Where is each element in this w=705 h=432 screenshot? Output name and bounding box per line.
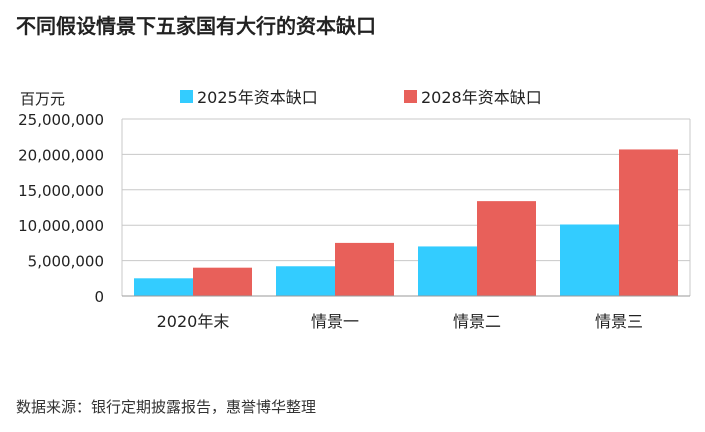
y-axis-unit-label: 百万元 <box>20 90 65 108</box>
grid-layer <box>122 118 690 262</box>
bar-2028-2 <box>477 201 536 296</box>
y-tick-label: 0 <box>94 288 104 306</box>
bar-2025-0 <box>134 278 193 296</box>
x-tick-label: 情景三 <box>595 312 643 331</box>
legend-swatch-1 <box>404 90 417 103</box>
y-tick-label: 25,000,000 <box>18 111 104 129</box>
legend-label-0: 2025年资本缺口 <box>197 88 318 107</box>
y-tick-label: 10,000,000 <box>18 217 104 235</box>
bar-2025-1 <box>276 266 335 296</box>
source-note: 数据来源：银行定期披露报告，惠誉博华整理 <box>16 398 317 416</box>
bar-2028-1 <box>335 242 394 296</box>
bar-2025-3 <box>560 224 619 296</box>
x-tick-label: 2020年末 <box>157 312 230 331</box>
labels-layer: 25,000,000 20,000,000 15,000,000 10,000,000… <box>18 111 643 331</box>
y-tick-label: 15,000,000 <box>18 182 104 200</box>
bars-layer <box>134 149 678 296</box>
bar-2028-0 <box>193 267 252 296</box>
legend-label-1: 2028年资本缺口 <box>421 88 542 107</box>
y-tick-label: 20,000,000 <box>18 146 104 164</box>
legend: 2025年资本缺口 2028年资本缺口 <box>180 88 542 107</box>
chart-title: 不同假设情景下五家国有大行的资本缺口 <box>16 14 376 38</box>
axis-layer <box>121 119 691 297</box>
y-tick-label: 5,000,000 <box>28 253 104 271</box>
bar-2025-2 <box>418 246 477 296</box>
x-tick-label: 情景二 <box>453 312 501 331</box>
bar-2028-3 <box>619 149 678 296</box>
x-tick-label: 情景一 <box>311 312 359 331</box>
legend-swatch-0 <box>180 90 193 103</box>
bar-chart: 25,000,000 20,000,000 15,000,000 10,000,000… <box>18 88 691 331</box>
